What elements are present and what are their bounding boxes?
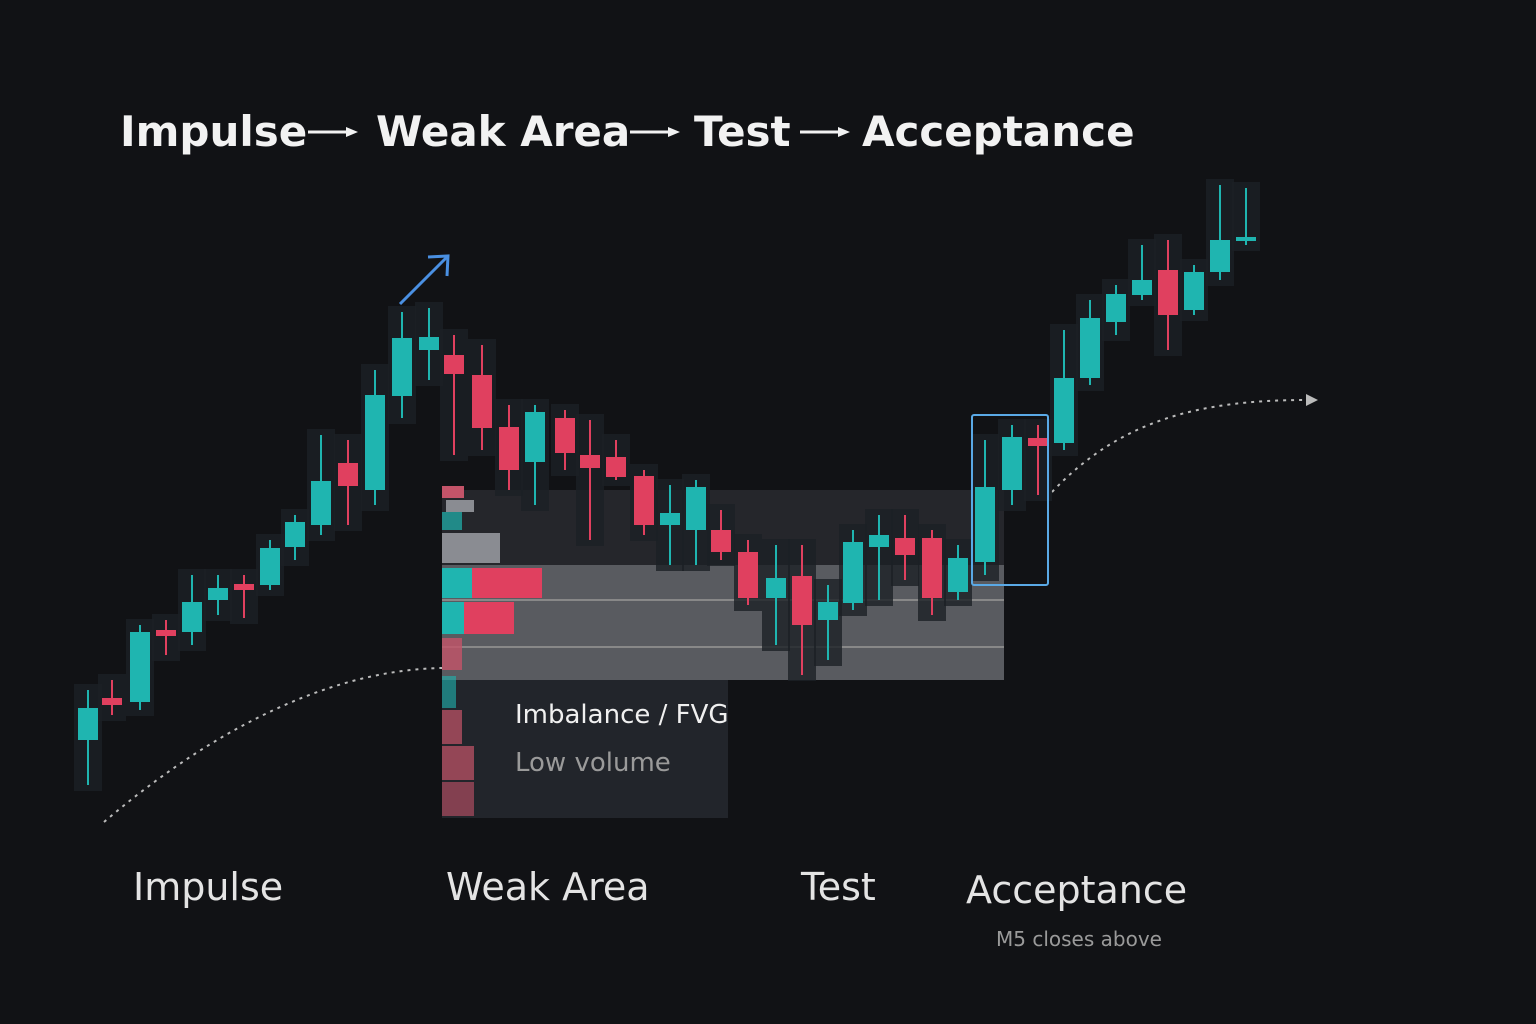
title-part: Impulse [120,107,307,156]
phase-label: Impulse [133,865,283,909]
vp-bar [464,602,514,634]
candle-body [1002,437,1022,490]
candle-body [818,602,838,620]
phase-label: Acceptance [966,868,1187,912]
candle-body [580,455,600,468]
candle-body [922,538,942,598]
vp-bar [442,710,462,744]
candle-body [895,538,915,555]
vp-bar [442,486,464,498]
candle-body [285,522,305,547]
candle-body [208,588,228,600]
vp-bar [442,568,472,598]
vp-bar [472,568,542,598]
vp-bar [442,533,500,563]
candle-body [1106,294,1126,322]
candle-body [182,602,202,632]
title-part: Acceptance [862,107,1135,156]
phase-label: Weak Area [446,865,650,909]
title-arrow-head [346,127,358,137]
candle-body [738,552,758,598]
candle-body [555,418,575,453]
candles [74,179,1260,791]
candle-body [1132,280,1152,295]
title-arrow-head [838,127,850,137]
candle-body [975,487,995,562]
candle-body [472,375,492,428]
candle-body [948,558,968,592]
impulse-arrow [398,255,449,306]
candle-body [444,355,464,374]
curve-arrow-head [1306,394,1318,406]
phase-note: M5 closes above [996,927,1162,951]
vp-bar [442,676,456,708]
candle-body [606,457,626,477]
callout-subtitle: Low volume [515,748,671,778]
candle-body [634,476,654,525]
candle-body [78,708,98,740]
candle-body [1080,318,1100,378]
candle-body [869,535,889,547]
candle-body [392,338,412,396]
candle-body [338,463,358,486]
title-arrow-head [668,127,680,137]
vp-bar [442,602,464,634]
title-part: Weak Area [376,107,630,156]
callout-title: Imbalance / FVG [515,700,729,730]
candle-body [525,412,545,462]
candle-body [499,427,519,470]
impulse-arrow-head [427,254,450,277]
candle-body [686,487,706,530]
candle-body [311,481,331,525]
callout-box [442,680,728,818]
candle-body [1184,272,1204,310]
candle-body [260,548,280,585]
acceptance-box [971,414,1049,586]
candle-body [156,630,176,636]
candle-body [365,395,385,490]
vp-bar [442,782,474,816]
dotted-curve [103,667,443,823]
vp-bar [446,500,474,512]
candle-body [1158,270,1178,315]
candle-body [660,513,680,525]
candle-body [843,542,863,603]
title-row: Impulse Weak Area Test Acceptance [120,107,1135,156]
candle-body [419,337,439,350]
candle-body [234,584,254,590]
vp-bar [442,512,462,530]
title-part: Test [694,107,791,156]
candle-body [130,632,150,702]
volume-profile [442,486,542,816]
candle-body [1210,240,1230,272]
candle-body [1028,438,1048,446]
vp-bar [442,746,474,780]
candle-body [1054,378,1074,443]
phase-label: Test [800,865,876,909]
candle-body [766,578,786,598]
candle-body [102,698,122,705]
candle-body [711,530,731,552]
vp-bar [442,638,462,670]
candle-body [792,576,812,625]
candle-body [1236,237,1256,241]
